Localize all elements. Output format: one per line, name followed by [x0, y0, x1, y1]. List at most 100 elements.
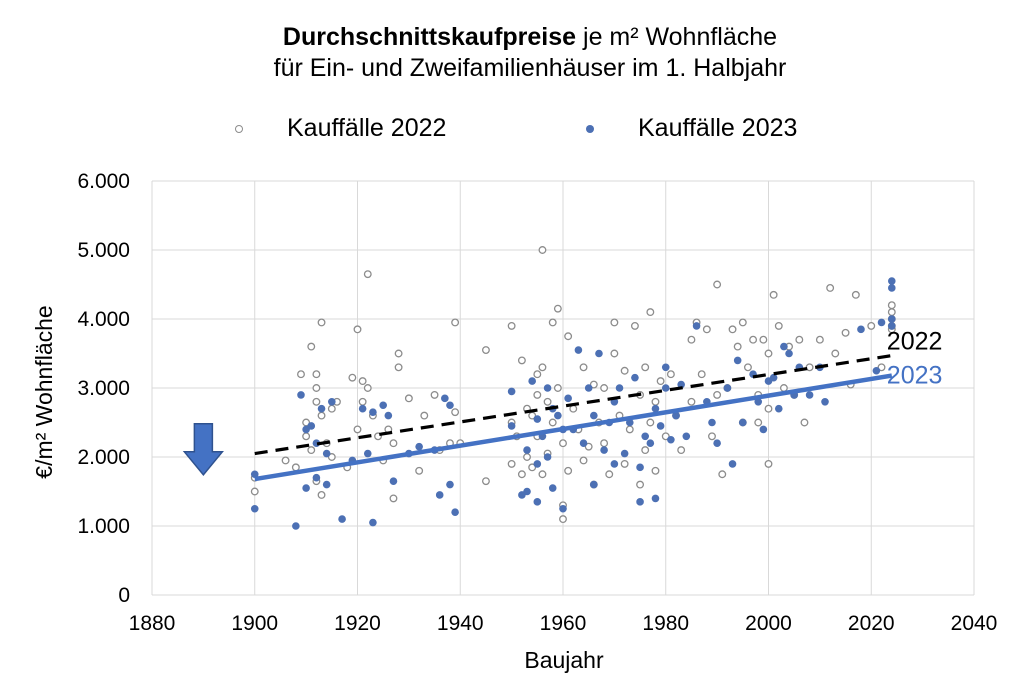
data-point-2022: [250, 487, 259, 496]
data-point-2023: [584, 384, 593, 392]
data-point-2022: [795, 335, 804, 344]
x-tick-label: 2040: [951, 612, 998, 635]
data-point-2023: [369, 408, 377, 416]
chart-subtitle: für Ein- und Zweifamilienhäuser im 1. Ha…: [273, 54, 787, 82]
data-point-2022: [630, 321, 639, 330]
data-point-2023: [322, 480, 331, 489]
data-point-2022: [548, 418, 557, 427]
data-point-2023: [302, 484, 310, 492]
data-point-2022: [353, 325, 362, 334]
data-point-2023: [636, 463, 644, 472]
x-tick-label: 1880: [129, 612, 176, 635]
data-point-2022: [317, 411, 326, 420]
data-point-2023: [641, 432, 649, 441]
data-point-2022: [507, 321, 516, 330]
data-point-2022: [718, 470, 727, 479]
data-point-2022: [620, 366, 629, 375]
data-point-2023: [636, 498, 644, 506]
data-point-2023: [441, 394, 449, 403]
data-point-2023: [656, 422, 665, 430]
data-point-2022: [451, 318, 460, 327]
data-point-2023: [533, 415, 542, 423]
data-point-2022: [851, 290, 860, 299]
data-point-2023: [574, 346, 583, 354]
data-point-2022: [404, 394, 413, 403]
data-point-2022: [564, 332, 573, 341]
data-point-2023: [435, 491, 444, 499]
data-point-2022: [358, 397, 367, 406]
data-point-2022: [523, 453, 531, 461]
data-point-2023: [713, 439, 721, 448]
data-point-2023: [821, 398, 829, 406]
data-point-2023: [363, 449, 372, 458]
data-point-2022: [887, 301, 896, 310]
down-arrow-icon: [182, 423, 224, 476]
data-point-2022: [291, 463, 300, 472]
data-point-2023: [620, 449, 629, 458]
data-point-2023: [312, 473, 321, 482]
y-axis-label: €/m² Wohnfläche: [31, 305, 57, 478]
data-point-2022: [687, 397, 696, 406]
data-point-2023: [389, 477, 398, 485]
series-2022: [250, 246, 896, 524]
data-point-2022: [702, 325, 711, 334]
data-point-2023: [780, 342, 788, 351]
data-point-2022: [687, 335, 696, 344]
y-tick-label: 5.000: [77, 239, 130, 262]
data-point-2022: [507, 459, 516, 468]
data-point-2022: [517, 470, 526, 479]
data-point-2023: [888, 322, 896, 330]
data-point-2022: [584, 442, 593, 451]
x-axis-label: Baujahr: [524, 647, 604, 673]
y-tick-label: 0: [118, 584, 130, 607]
chart-title: Durchschnittskaufpreise je m² Wohnfläche…: [0, 22, 1024, 84]
data-point-2023: [523, 487, 531, 496]
trendline-label-2022: 2022: [887, 328, 943, 356]
data-point-2023: [682, 432, 691, 441]
data-point-2023: [415, 442, 423, 451]
data-point-2022: [528, 463, 537, 472]
trendline-label-2023: 2023: [887, 362, 943, 390]
data-point-2023: [600, 446, 608, 454]
data-point-2023: [446, 401, 454, 410]
y-tick-label: 2.000: [77, 446, 130, 469]
data-point-2022: [579, 456, 588, 465]
data-point-2022: [389, 494, 398, 503]
data-point-2023: [564, 394, 572, 403]
data-point-2022: [610, 349, 619, 358]
data-point-2022: [600, 439, 609, 448]
data-point-2022: [517, 356, 526, 365]
grid-lines: [151, 180, 975, 596]
x-tick-label: 2000: [745, 612, 792, 635]
data-point-2023: [507, 422, 516, 430]
data-point-2023: [677, 380, 685, 389]
data-point-2022: [451, 408, 460, 417]
data-point-2023: [888, 277, 896, 285]
data-point-2023: [615, 384, 624, 392]
y-tick-label: 6.000: [77, 170, 130, 193]
data-point-2022: [738, 318, 747, 327]
legend-item-2022: Kauffälle 2022: [235, 114, 446, 143]
data-point-2023: [661, 384, 670, 392]
data-point-2023: [446, 480, 454, 489]
chart-title-rest: je m² Wohnfläche: [576, 23, 778, 51]
data-point-2022: [327, 453, 336, 461]
data-point-2022: [887, 308, 896, 317]
data-point-2022: [312, 370, 321, 379]
data-point-2022: [533, 390, 542, 399]
data-point-2022: [312, 397, 321, 406]
data-point-2022: [481, 346, 490, 354]
data-point-2023: [888, 284, 896, 292]
data-point-2023: [805, 391, 814, 399]
data-point-2022: [317, 318, 326, 327]
data-point-2022: [358, 377, 367, 386]
data-point-2022: [764, 459, 773, 468]
data-point-2022: [564, 466, 573, 475]
data-point-2023: [579, 439, 588, 448]
data-point-2022: [363, 270, 372, 279]
data-point-2022: [420, 411, 429, 420]
data-point-2023: [369, 518, 377, 527]
data-point-2022: [394, 363, 403, 372]
data-point-2022: [728, 325, 737, 334]
data-point-2023: [328, 398, 336, 406]
